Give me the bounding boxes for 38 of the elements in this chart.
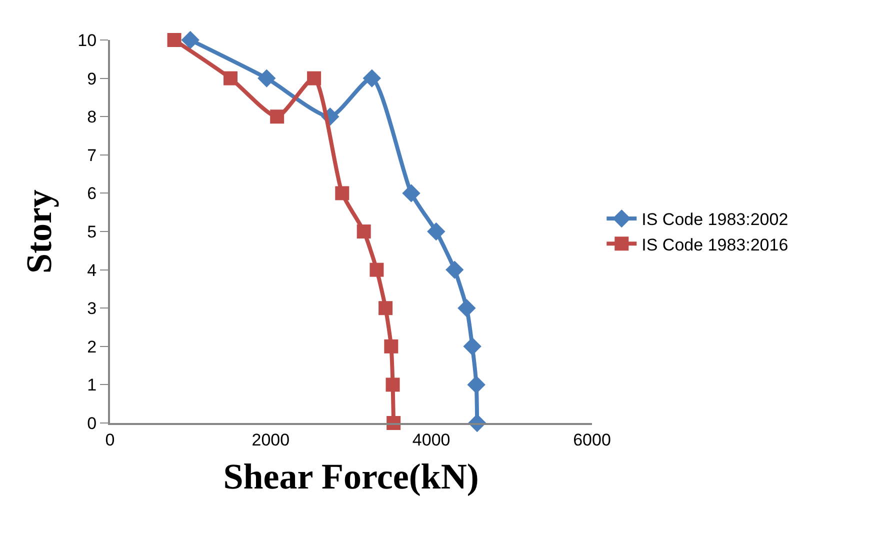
x-tick-label: 2000 xyxy=(252,430,290,450)
point xyxy=(224,71,238,86)
legend-label: IS Code 1983:2016 xyxy=(642,235,788,254)
point xyxy=(427,222,446,241)
y-axis-title: Story xyxy=(19,190,60,274)
point xyxy=(362,69,381,88)
point xyxy=(356,224,371,238)
point xyxy=(181,30,200,50)
point xyxy=(307,71,322,86)
point xyxy=(402,184,420,202)
y-tick-label: 2 xyxy=(87,337,97,356)
y-tick-label: 4 xyxy=(87,260,97,280)
point xyxy=(467,376,486,394)
x-axis-title: Shear Force(kN) xyxy=(223,456,479,497)
point xyxy=(386,378,400,392)
point xyxy=(167,33,182,47)
y-tick-label: 7 xyxy=(87,146,97,165)
y-tick-label: 5 xyxy=(87,222,97,242)
x-tick-label: 4000 xyxy=(412,430,450,450)
y-tick-label: 1 xyxy=(87,376,97,395)
point xyxy=(384,339,398,354)
y-tick-label: 3 xyxy=(87,299,97,318)
point xyxy=(270,110,284,124)
y-tick-label: 8 xyxy=(87,108,97,127)
point xyxy=(446,260,464,279)
y-tick-label: 10 xyxy=(78,30,97,50)
x-tick-label: 0 xyxy=(105,430,115,450)
point xyxy=(458,299,476,318)
point xyxy=(335,186,350,200)
point xyxy=(378,301,393,316)
point xyxy=(370,262,384,277)
point xyxy=(463,337,482,356)
y-tick-label: 0 xyxy=(87,414,97,433)
x-tick-label: 6000 xyxy=(573,430,611,450)
y-tick-label: 9 xyxy=(87,69,97,88)
legend-label: IS Code 1983:2002 xyxy=(642,210,788,230)
point xyxy=(258,69,276,88)
y-tick-label: 6 xyxy=(87,184,97,204)
